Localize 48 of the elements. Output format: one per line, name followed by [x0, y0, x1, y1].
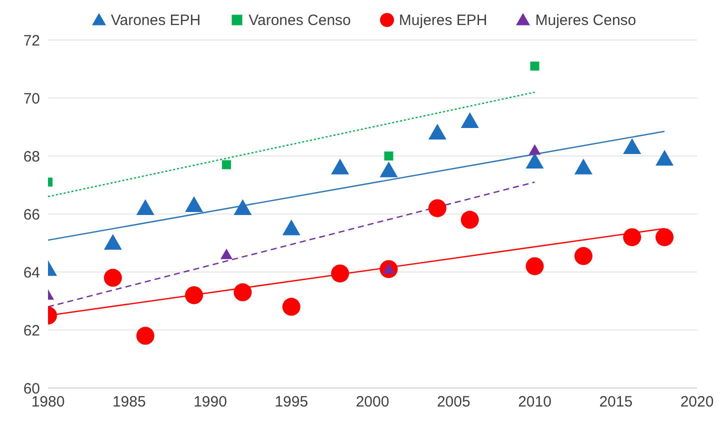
x-tick-label: 1990	[194, 394, 227, 411]
y-tick-label: 62	[23, 322, 40, 340]
point	[574, 247, 592, 266]
point	[185, 196, 204, 212]
point	[428, 199, 446, 218]
point	[530, 62, 540, 71]
x-tick-label: 2010	[518, 394, 552, 411]
point	[656, 228, 674, 246]
point	[526, 152, 544, 169]
y-tick-label: 68	[23, 148, 40, 166]
point	[104, 234, 122, 250]
point	[234, 199, 252, 215]
y-tick-label: 66	[23, 206, 40, 224]
x-tick-label: 2005	[436, 394, 470, 411]
point	[526, 257, 544, 276]
point	[136, 326, 154, 345]
x-tick-label: 2020	[680, 394, 714, 411]
legend-label: Mujeres EPH	[398, 12, 488, 28]
point	[428, 124, 446, 140]
point	[623, 138, 642, 154]
point	[623, 228, 642, 246]
point	[185, 286, 204, 304]
legend-label: Mujeres Censo	[535, 12, 636, 28]
x-tick-label: 1995	[274, 394, 308, 411]
point	[384, 152, 394, 160]
point	[460, 112, 479, 128]
point	[282, 220, 300, 236]
x-tick-label: 2015	[599, 394, 633, 411]
x-tick-label: 2000	[356, 394, 390, 411]
point	[222, 160, 231, 170]
point	[104, 268, 122, 287]
point	[574, 158, 592, 174]
point	[234, 283, 252, 302]
x-tick-label: 1985	[112, 394, 146, 411]
y-tick-label: 64	[23, 264, 40, 282]
legend-label: Varones EPH	[110, 12, 201, 28]
point	[331, 264, 350, 282]
point	[528, 144, 541, 155]
y-tick-label: 72	[23, 32, 40, 50]
point	[136, 199, 154, 215]
point	[220, 248, 232, 260]
point	[380, 162, 398, 178]
point	[656, 150, 674, 166]
point	[331, 158, 350, 174]
point	[460, 210, 479, 229]
legend-label: Varones Censo	[248, 12, 351, 28]
point	[282, 298, 300, 316]
y-tick-label: 70	[23, 90, 40, 108]
